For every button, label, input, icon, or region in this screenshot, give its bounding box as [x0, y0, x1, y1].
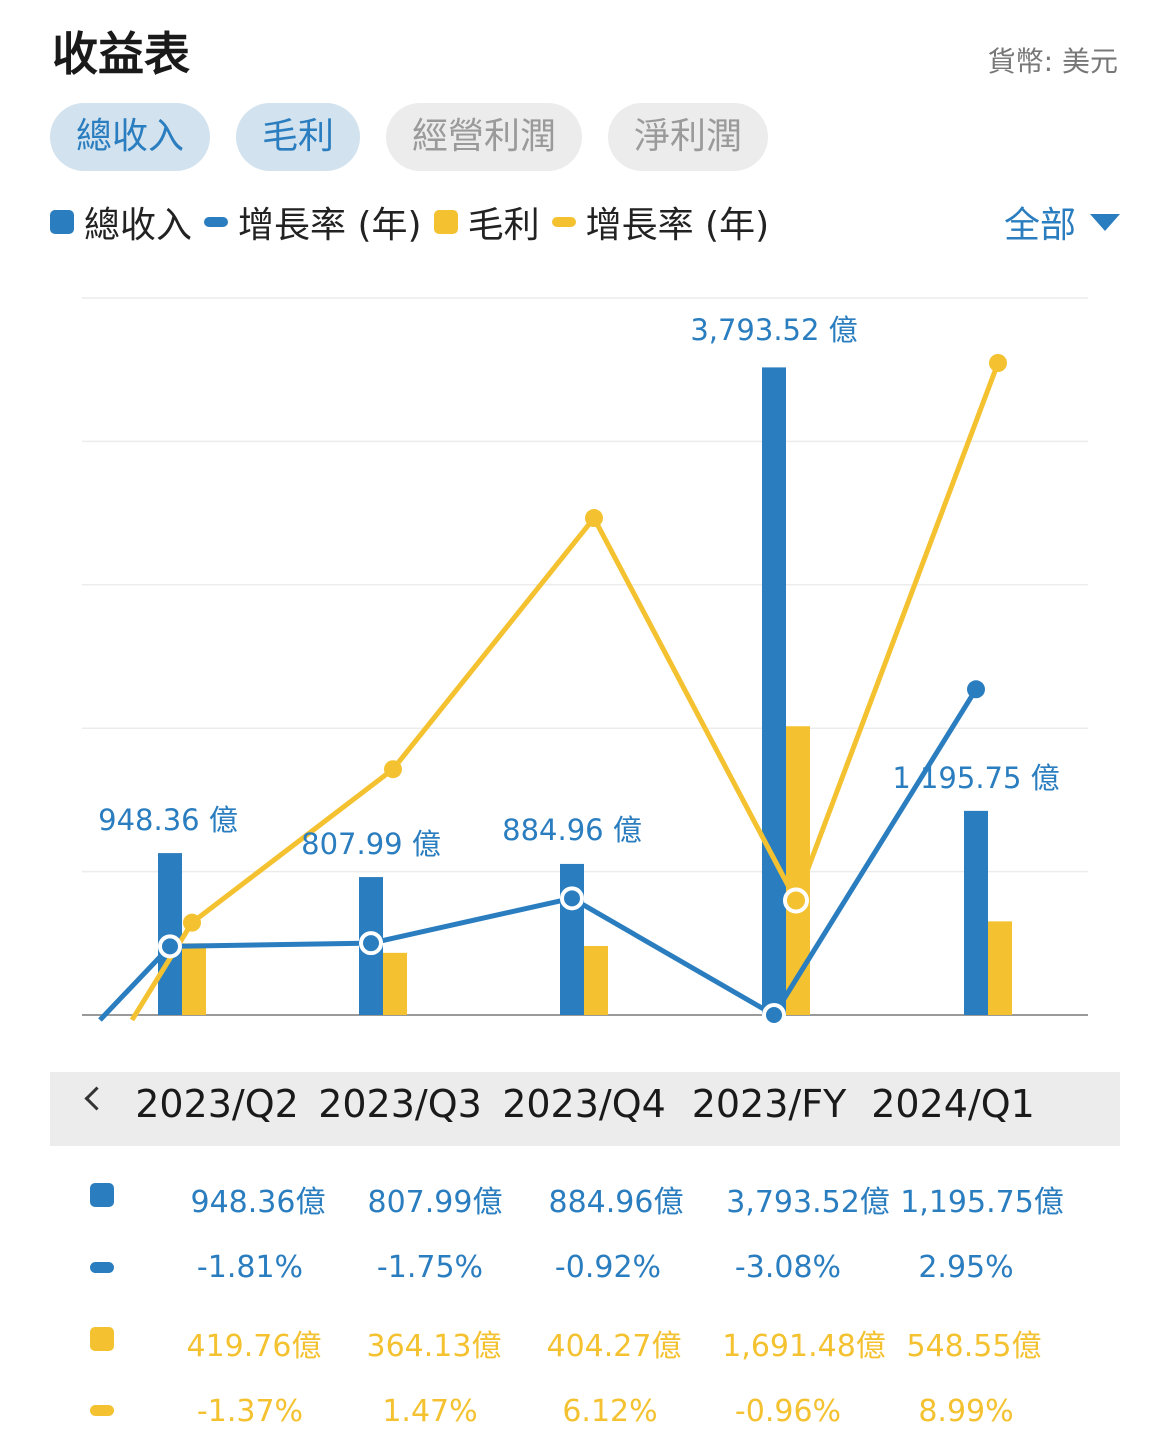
revenue-square-icon: [90, 1183, 114, 1207]
gross-profit-growth-dash-icon: [90, 1405, 114, 1416]
revenue-growth-point: [560, 886, 584, 911]
legend-item-gross-profit-growth[interactable]: 增長率 (年): [551, 196, 770, 248]
gross-profit-bar: [988, 921, 1012, 1015]
table-cell: 419.76億: [186, 1329, 322, 1364]
tab-net-profit[interactable]: 淨利潤: [608, 103, 769, 171]
table-cell: 948.36億: [190, 1185, 326, 1220]
revenue-chart: 948.36 億 807.99 億 884.96 億 3,793.52 億 1,195.…: [82, 297, 1088, 1027]
filter-label: 全部: [1003, 205, 1076, 246]
table-cell: -3.08%: [734, 1250, 842, 1285]
chart-legend: 總收入 增長率 (年) 毛利 增長率 (年): [50, 196, 781, 248]
revenue-bar: [158, 853, 182, 1015]
period-label[interactable]: 2023/Q4: [502, 1082, 666, 1126]
table-cell: -1.37%: [196, 1394, 304, 1429]
gross-profit-growth-point: [989, 354, 1007, 372]
gross-profit-bar: [584, 945, 608, 1015]
table-cell: -1.75%: [376, 1250, 484, 1285]
tab-total-revenue[interactable]: 總收入: [50, 103, 211, 171]
period-label[interactable]: 2023/FY: [691, 1082, 847, 1126]
legend-item-gross-profit[interactable]: 毛利: [433, 196, 540, 248]
table-cell: -1.81%: [196, 1250, 304, 1285]
gross-profit-bar: [182, 943, 206, 1015]
gross-profit-growth-point: [183, 913, 201, 932]
gross-profit-bar: [383, 952, 407, 1015]
gross-profit-growth-line: [129, 362, 1001, 1022]
bar-value-label: 884.96 億: [502, 813, 642, 847]
gross-profit-growth-point: [384, 760, 402, 779]
revenue-bar: [762, 367, 786, 1015]
currency-label: 貨幣: 美元: [987, 45, 1118, 78]
table-cell: 404.27億: [546, 1329, 682, 1364]
table-cell: 3,793.52億: [726, 1185, 890, 1220]
legend-square-icon: [433, 210, 458, 234]
table-cell: 1,195.75億: [900, 1185, 1064, 1220]
revenue-growth-point: [967, 680, 985, 699]
legend-label: 毛利: [467, 205, 540, 246]
table-cell: 1.47%: [382, 1394, 478, 1429]
period-label[interactable]: 2023/Q3: [318, 1082, 482, 1126]
revenue-growth-point: [158, 934, 182, 959]
legend-dash-icon: [204, 217, 229, 227]
revenue-growth-point: [762, 1003, 786, 1027]
metric-tabs: 總收入 毛利 經營利潤 淨利潤: [50, 103, 769, 171]
table-cell: 807.99億: [367, 1185, 503, 1220]
bar-value-label: 3,793.52 億: [690, 313, 857, 347]
legend-dash-icon: [551, 217, 576, 227]
tab-operating-profit[interactable]: 經營利潤: [386, 103, 583, 171]
bar-value-label: 807.99 億: [301, 827, 441, 861]
legend-square-icon: [50, 210, 74, 234]
legend-item-revenue[interactable]: 總收入: [50, 196, 192, 248]
period-filter-dropdown[interactable]: 全部: [1004, 196, 1120, 248]
caret-down-icon: [1090, 213, 1120, 231]
legend-label: 增長率 (年): [238, 205, 422, 246]
table-cell: 884.96億: [548, 1185, 684, 1220]
period-label[interactable]: 2023/Q2: [135, 1082, 299, 1126]
period-label[interactable]: 2024/Q1: [871, 1082, 1035, 1126]
table-cell: 8.99%: [918, 1394, 1014, 1429]
gross-profit-square-icon: [90, 1327, 114, 1351]
page-title: 收益表: [52, 27, 190, 81]
revenue-bar: [964, 810, 988, 1015]
legend-label: 增長率 (年): [585, 205, 770, 246]
revenue-growth-dash-icon: [90, 1262, 114, 1273]
tab-gross-profit[interactable]: 毛利: [236, 103, 361, 171]
gross-profit-growth-point: [585, 509, 603, 528]
period-header-bar: [50, 1072, 1120, 1146]
table-cell: 2.95%: [918, 1250, 1014, 1285]
table-cell: 1,691.48億: [722, 1329, 886, 1364]
table-cell: 364.13億: [366, 1329, 502, 1364]
table-cell: -0.96%: [734, 1394, 842, 1429]
table-cell: 6.12%: [562, 1394, 658, 1429]
table-cell: 548.55億: [906, 1329, 1042, 1364]
legend-label: 總收入: [84, 205, 193, 246]
bar-value-label: 948.36 億: [98, 803, 238, 837]
revenue-growth-line: [98, 687, 979, 1022]
revenue-growth-point: [359, 931, 383, 956]
table-cell: -0.92%: [554, 1250, 662, 1285]
bar-value-label: 1,195.75 億: [892, 761, 1059, 795]
legend-item-revenue-growth[interactable]: 增長率 (年): [204, 196, 422, 248]
gross-profit-growth-point: [783, 887, 809, 914]
